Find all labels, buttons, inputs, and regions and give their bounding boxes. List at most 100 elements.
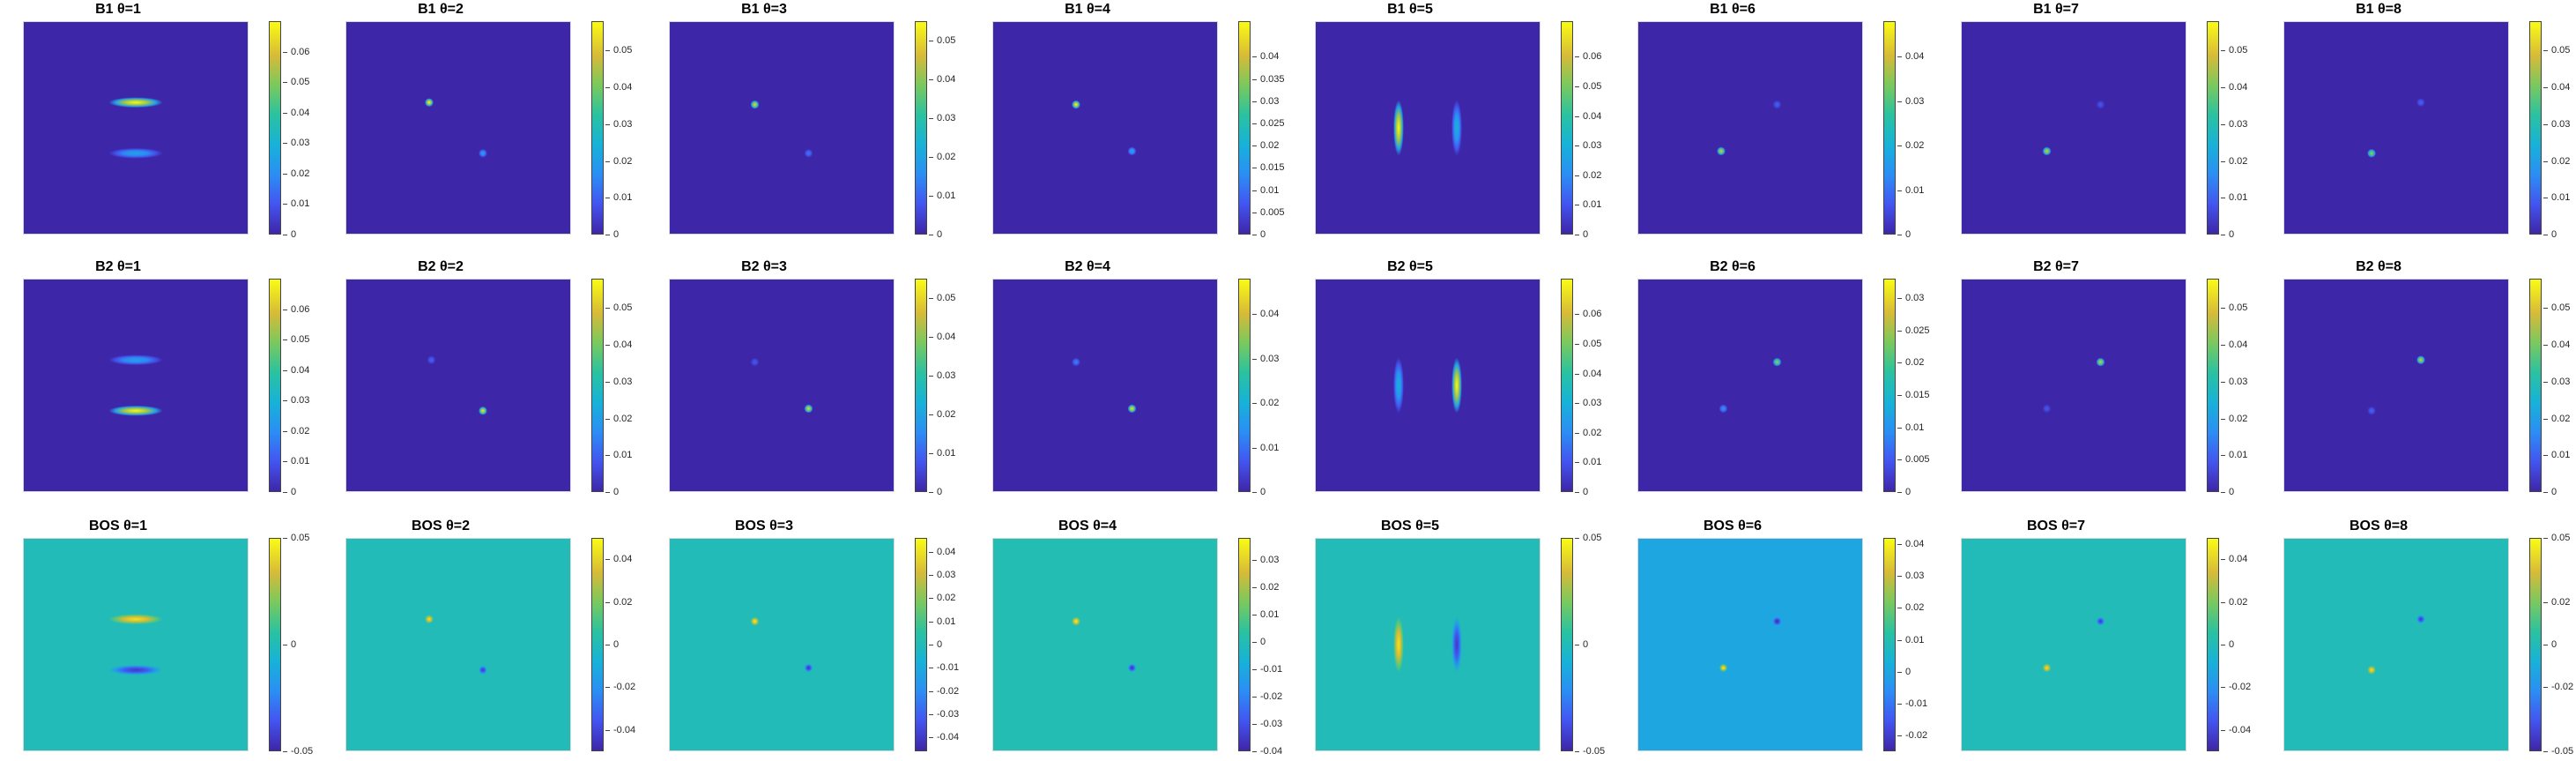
colorbar-tick-label: 0.02 — [1260, 582, 1280, 593]
colorbar-tick — [2221, 455, 2225, 456]
colorbar-tick-label: 0.05 — [1583, 81, 1602, 92]
colorbar-tick — [1575, 403, 1579, 404]
colorbar-tick-label: 0.02 — [1905, 357, 1925, 368]
colorbar-tick — [1252, 697, 1257, 698]
colorbar-tick — [1897, 576, 1902, 577]
colorbar-tick — [605, 687, 610, 688]
colorbar-tick-label: 0 — [291, 639, 297, 650]
heatmap-canvas — [24, 22, 248, 234]
colorbar-tick — [1897, 704, 1902, 705]
colorbar-tick-label: 0.02 — [1905, 602, 1925, 613]
colorbar-tick-label: 0.02 — [2551, 156, 2571, 167]
colorbar-tick-label: 0.04 — [1260, 51, 1280, 62]
heatmap-canvas — [1962, 22, 2186, 234]
heatmap-feature-dot — [2042, 146, 2052, 156]
colorbar-tick — [1252, 403, 1257, 404]
colorbar-tick — [605, 345, 610, 346]
colorbar-tick — [1575, 751, 1579, 752]
heatmap-feature-vbar — [1393, 616, 1404, 673]
colorbar-tick-label: 0 — [613, 229, 620, 240]
colorbar-tick-label: 0.03 — [1905, 571, 1925, 581]
colorbar-tick-label: 0.04 — [613, 554, 633, 564]
heatmap-canvas — [2284, 539, 2508, 750]
panel-bos-theta-7: BOS θ=7 -0.04 -0.02 0 0.02 0.04 — [1938, 519, 2255, 761]
colorbar-tick-label: 0.04 — [937, 547, 956, 557]
heatmap-feature-dot — [427, 355, 436, 365]
heatmap-canvas — [24, 280, 248, 491]
heatmap-background — [346, 280, 570, 491]
heatmap-canvas — [1962, 280, 2186, 491]
colorbar — [1238, 279, 1251, 492]
colorbar-tick-label: 0.06 — [291, 304, 310, 315]
colorbar-tick-label: 0.02 — [291, 426, 310, 436]
colorbar-tick — [283, 143, 287, 144]
heatmap-feature-dot — [804, 404, 813, 414]
heatmap-feature-dot — [1072, 357, 1080, 367]
panel-b2-theta-2: B2 θ=2 0 0.01 0.02 0.03 0.04 0.05 — [323, 259, 640, 502]
colorbar-tick — [929, 691, 933, 692]
panel-title: B1 θ=7 — [2033, 2, 2079, 17]
heatmap-feature-dot — [804, 148, 813, 158]
heatmap-background — [1316, 22, 1540, 234]
heatmap-feature-dot — [2042, 663, 2052, 673]
heatmap-feature-dot — [1127, 146, 1137, 156]
colorbar-tick-label: 0.01 — [613, 450, 633, 460]
colorbar-tick — [1575, 314, 1579, 315]
colorbar-tick — [1897, 145, 1902, 146]
colorbar — [1561, 538, 1573, 751]
heatmap-plot — [1961, 538, 2186, 751]
colorbar-tick-label: 0.03 — [2229, 119, 2248, 130]
colorbar-tick-label: 0.04 — [1583, 369, 1602, 379]
colorbar-tick-label: 0.01 — [2551, 450, 2571, 460]
colorbar-tick — [2543, 87, 2548, 88]
colorbar-tick — [1897, 56, 1902, 57]
panel-bos-theta-6: BOS θ=6 -0.02 -0.01 0 0.01 0.02 0.03 0.04 — [1615, 519, 1932, 761]
colorbar-tick-label: 0.01 — [937, 190, 956, 201]
heatmap-feature-hbar — [108, 614, 163, 625]
colorbar-tick-label: -0.02 — [2551, 682, 2574, 692]
colorbar-tick-label: 0.02 — [937, 409, 956, 420]
colorbar-tick — [605, 87, 610, 88]
panel-title: B2 θ=4 — [1065, 259, 1110, 274]
panel-title: B1 θ=4 — [1065, 2, 1110, 17]
colorbar-tick — [605, 124, 610, 125]
colorbar-tick-label: 0.05 — [291, 77, 310, 87]
colorbar-tick-label: 0 — [937, 229, 943, 240]
colorbar-tick — [2543, 492, 2548, 493]
colorbar-tick — [1252, 751, 1257, 752]
colorbar-tick — [1897, 190, 1902, 191]
colorbar-tick-label: 0 — [937, 487, 943, 497]
panel-title: B2 θ=8 — [2356, 259, 2402, 274]
colorbar-tick-label: 0 — [1905, 487, 1912, 497]
colorbar-tick-label: 0.05 — [613, 302, 633, 313]
heatmap-feature-vbar — [1451, 100, 1462, 156]
colorbar-tick — [605, 419, 610, 420]
heatmap-plot — [1637, 538, 1863, 751]
heatmap-background — [1638, 22, 1862, 234]
heatmap-plot — [345, 538, 571, 751]
heatmap-background — [24, 539, 248, 750]
colorbar-tick — [2221, 50, 2225, 51]
colorbar-tick-label: 0.04 — [1583, 111, 1602, 122]
panel-b2-theta-4: B2 θ=4 0 0.01 0.02 0.03 0.04 — [969, 259, 1287, 502]
heatmap-feature-hbar — [108, 354, 163, 366]
colorbar-tick-label: 0.03 — [937, 370, 956, 381]
colorbar-tick-label: 0 — [1583, 487, 1589, 497]
heatmap-plot — [345, 279, 571, 492]
colorbar-tick — [929, 552, 933, 553]
heatmap-canvas — [346, 539, 570, 750]
colorbar-tick — [1252, 145, 1257, 146]
panel-bos-theta-1: BOS θ=1 -0.05 0 0.05 — [0, 519, 317, 761]
heatmap-feature-dot — [478, 148, 487, 158]
panel-title: B1 θ=1 — [95, 2, 141, 17]
colorbar-tick-label: 0 — [1583, 229, 1589, 240]
colorbar-tick-label: 0.02 — [2229, 597, 2248, 608]
heatmap-feature-dot — [2367, 148, 2377, 158]
panel-b2-theta-8: B2 θ=8 0 0.01 0.02 0.03 0.04 0.05 — [2260, 259, 2576, 502]
heatmap-plot — [2283, 21, 2509, 235]
heatmap-canvas — [1316, 280, 1540, 491]
panel-title: BOS θ=6 — [1703, 519, 1762, 533]
colorbar-tick-label: 0.04 — [1905, 539, 1925, 549]
heatmap-plot — [1315, 538, 1540, 751]
colorbar-tick — [2543, 308, 2548, 309]
